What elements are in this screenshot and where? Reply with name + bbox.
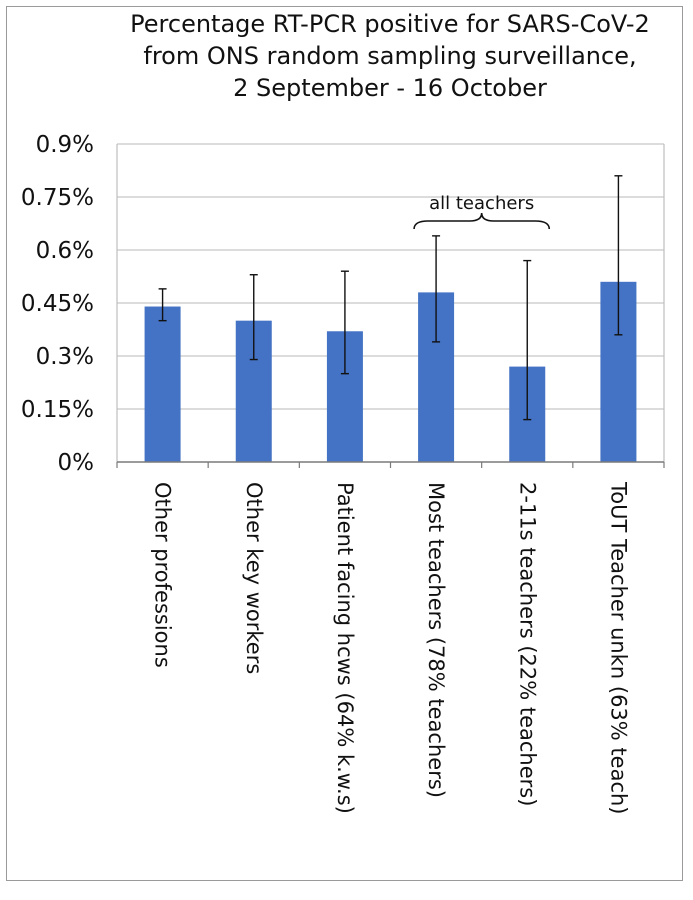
x-tick-label: ToUT Teacher unkn (63% teach) — [606, 481, 630, 815]
annotation-label: all teachers — [429, 193, 534, 214]
y-tick-label: 0.3% — [36, 344, 94, 370]
x-tick-labels: Other professions Other key workers Patien… — [151, 481, 631, 815]
y-tick-label: 0.9% — [36, 132, 94, 158]
x-tick-label: Other key workers — [242, 482, 266, 674]
y-tick-labels: 0% 0.15% 0.3% 0.45% 0.6% 0.75% 0.9% — [21, 132, 94, 476]
y-tick-label: 0.45% — [21, 291, 94, 317]
bar — [144, 306, 181, 462]
x-tick-label: 2-11s teachers (22% teachers) — [515, 482, 539, 806]
y-tick-label: 0% — [58, 450, 95, 476]
brace-icon — [413, 212, 551, 230]
chart-title-line-2: from ONS random sampling surveillance, — [143, 42, 637, 70]
y-tick-label: 0.15% — [21, 397, 94, 423]
y-tick-label: 0.75% — [21, 185, 94, 211]
x-tick-label: Most teachers (78% teachers) — [424, 482, 448, 798]
y-tick-label: 0.6% — [36, 238, 94, 264]
annotation: all teachers — [413, 193, 551, 230]
x-tick-label: Other professions — [151, 482, 175, 668]
bars — [144, 281, 637, 462]
chart-title-line-1: Percentage RT-PCR positive for SARS-CoV-… — [130, 10, 650, 38]
x-tick-label: Patient facing hcws (64% k.w.s) — [333, 482, 357, 814]
axes — [116, 144, 665, 468]
chart-title-line-3: 2 September - 16 October — [233, 74, 547, 102]
gridlines — [117, 143, 664, 410]
chart-title: Percentage RT-PCR positive for SARS-CoV-… — [110, 8, 670, 104]
error-bars — [158, 175, 623, 421]
